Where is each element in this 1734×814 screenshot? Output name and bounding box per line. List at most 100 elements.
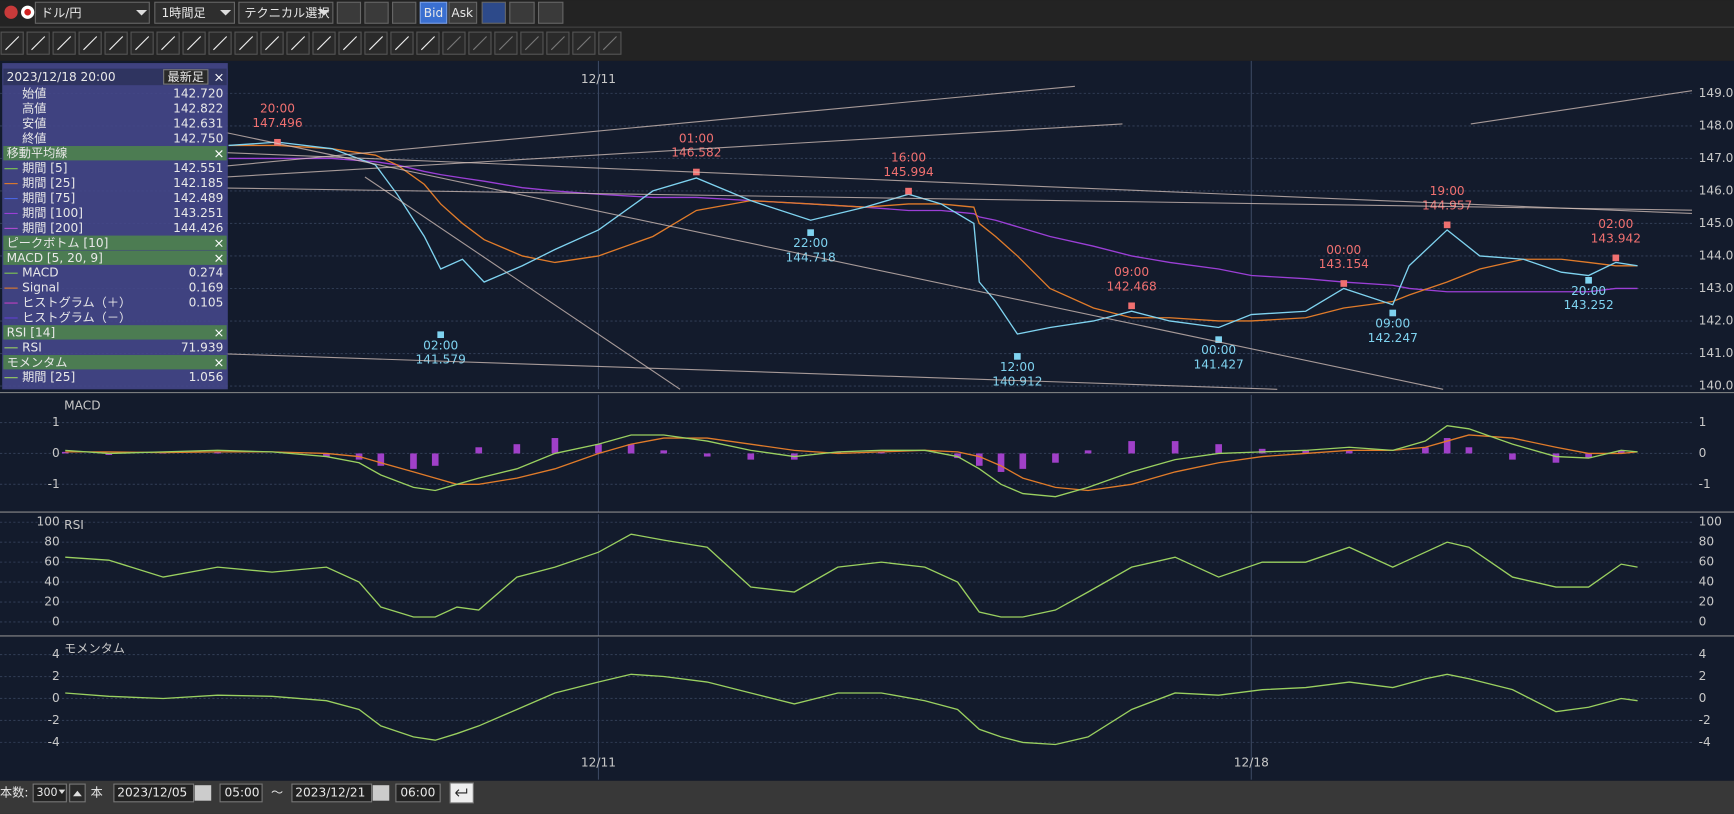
extreme-price: 144.957	[1422, 199, 1472, 213]
extreme-time: 19:00	[1430, 184, 1465, 198]
row-value: 144.426	[173, 221, 223, 235]
close-icon[interactable]	[215, 73, 223, 82]
to-date-input[interactable]	[291, 783, 373, 803]
latest-button[interactable]	[163, 69, 209, 85]
pair-select[interactable]	[34, 1, 150, 24]
timeframe-select[interactable]	[154, 1, 235, 24]
toolbar-sep	[0, 26, 1734, 28]
y-tick-label: 40	[1699, 575, 1714, 589]
calendar-button[interactable]	[194, 785, 212, 801]
section-header	[3, 355, 227, 370]
drawing-tools	[0, 31, 622, 55]
y-tick-label: 1	[1699, 415, 1707, 429]
section-header	[3, 235, 227, 250]
chart-button[interactable]	[392, 1, 417, 24]
count-down[interactable]	[58, 789, 66, 795]
row-label: 始値	[22, 86, 46, 101]
tool-icon	[498, 36, 513, 51]
extreme-time: 02:00	[1598, 217, 1633, 231]
series-line	[228, 141, 1638, 335]
bid-button[interactable]	[419, 1, 448, 24]
close-icon[interactable]	[215, 239, 223, 248]
histogram-bar	[1084, 450, 1092, 454]
histogram-bar	[595, 444, 602, 454]
x-tick-label: 12/11	[581, 756, 616, 770]
y-tick-label: 60	[1699, 555, 1714, 569]
close-icon[interactable]	[215, 150, 223, 158]
y-tick-label: 80	[44, 535, 59, 549]
extreme-price: 140.912	[992, 374, 1042, 388]
tool-icon	[524, 36, 539, 51]
y-tick-label: 0	[52, 691, 60, 705]
histogram-bar	[323, 453, 330, 457]
histogram-bar	[1345, 450, 1353, 454]
extreme-price: 142.247	[1368, 331, 1418, 345]
close-icon[interactable]	[215, 329, 223, 337]
histogram-bar	[431, 453, 439, 466]
extreme-marker	[807, 229, 814, 236]
row-value: 0.105	[189, 296, 224, 310]
row-label: 終値	[22, 130, 46, 145]
section-title: MACD [5, 20, 9]	[7, 251, 103, 265]
close-icon[interactable]	[215, 359, 223, 367]
section-title: ピークボトム [10]	[7, 236, 109, 250]
trend-line	[226, 353, 1278, 390]
info-button[interactable]	[364, 1, 389, 24]
section-title: RSI [14]	[7, 325, 56, 339]
series-line	[65, 434, 1638, 492]
zoom-out-button[interactable]	[509, 1, 535, 24]
row-value: 142.720	[173, 87, 223, 101]
tool-icon	[472, 36, 487, 51]
flag-us	[4, 5, 18, 19]
zoom-in-button[interactable]	[538, 1, 564, 24]
row-label: ヒストグラム（－）	[22, 310, 131, 324]
row-value: 142.185	[173, 176, 223, 190]
technical-select[interactable]	[238, 1, 334, 24]
histogram-bar	[878, 451, 885, 454]
section-title: 移動平均線	[7, 145, 68, 160]
extreme-marker	[905, 187, 912, 195]
ask-button[interactable]	[448, 1, 478, 24]
close-icon[interactable]	[215, 254, 223, 262]
histogram-bar	[1422, 447, 1429, 454]
to-time-input[interactable]	[395, 783, 441, 803]
flag-jp-dot	[24, 8, 31, 16]
histogram-bar	[1509, 453, 1516, 460]
panel: 140.00 141.00 142.00 143.00 144.00 145.00 146.…	[0, 60, 1734, 393]
extreme-time: 20:00	[1571, 284, 1606, 298]
bid: Bid	[424, 6, 443, 20]
y-tick-label: 146.00	[1699, 183, 1734, 197]
tool-icon	[239, 36, 254, 51]
indicator-button[interactable]	[481, 1, 506, 24]
from-date: 2023/12/05	[117, 785, 187, 799]
histogram-bar	[834, 451, 842, 454]
y-tick-label: 143.00	[1699, 281, 1734, 295]
count-input[interactable]	[32, 783, 67, 803]
tool-icon	[5, 36, 20, 51]
histogram-bar	[105, 453, 113, 455]
y-tick-label: 4	[52, 647, 60, 661]
series-line	[65, 673, 1638, 746]
row-label: 期間 [25]	[22, 370, 75, 384]
trend-line	[226, 85, 1075, 167]
row-label: 高値	[22, 100, 46, 115]
from-date-input[interactable]	[113, 783, 195, 803]
histogram-bar	[747, 453, 755, 460]
pen-button[interactable]	[336, 1, 362, 24]
extreme-time: 22:00	[793, 236, 828, 250]
count: 300	[36, 786, 57, 799]
calendar-button[interactable]	[372, 785, 390, 801]
extreme-price: 142.468	[1106, 279, 1156, 293]
extreme-marker	[1340, 280, 1348, 287]
row-label: Signal	[22, 281, 59, 295]
extreme-marker	[1215, 336, 1222, 343]
y-tick-label: 80	[1699, 535, 1714, 549]
extreme-marker	[274, 138, 281, 146]
extreme-time: 00:00	[1201, 343, 1236, 357]
from-time-input[interactable]	[219, 783, 263, 803]
histogram-bar	[997, 453, 1005, 472]
y-tick-label: -1	[48, 477, 60, 491]
